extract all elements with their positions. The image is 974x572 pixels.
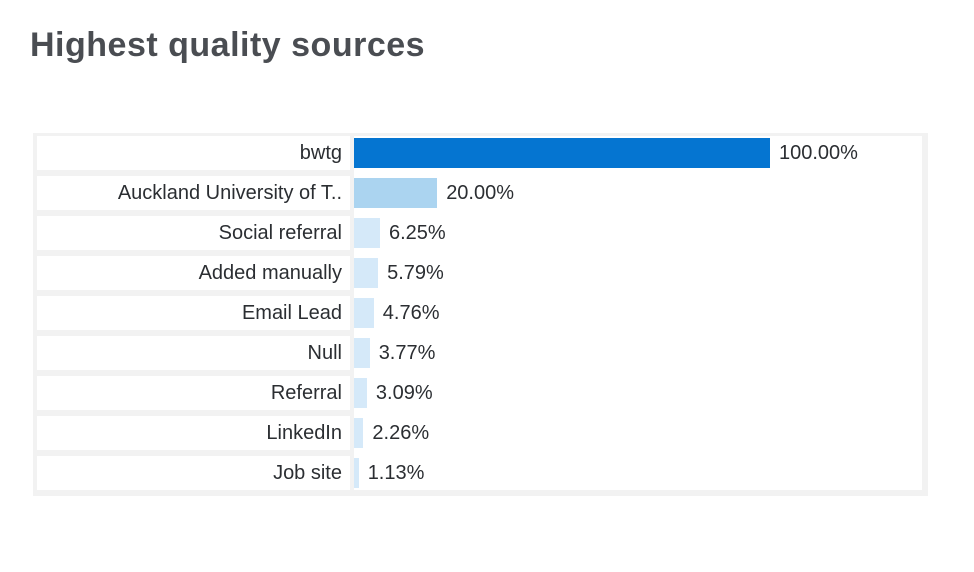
- bar[interactable]: [354, 178, 438, 208]
- table-row: LinkedIn 2.26%: [33, 416, 928, 456]
- category-label: Auckland University of T..: [37, 176, 350, 210]
- bar-value: 100.00%: [779, 142, 858, 164]
- table-row: Auckland University of T.. 20.00%: [33, 176, 928, 216]
- category-label: Email Lead: [37, 296, 350, 330]
- category-label: Social referral: [37, 216, 350, 250]
- bar-value: 20.00%: [446, 182, 515, 204]
- table-row: Referral 3.09%: [33, 376, 928, 416]
- category-label: LinkedIn: [37, 416, 350, 450]
- category-label: bwtg: [37, 136, 350, 170]
- bar-value: 3.77%: [378, 342, 436, 364]
- table-row: Email Lead 4.76%: [33, 296, 928, 336]
- table-row: Null 3.77%: [33, 336, 928, 376]
- table-row: bwtg 100.00%: [33, 136, 928, 176]
- bar[interactable]: [354, 138, 770, 168]
- chart-panel: bwtg 100.00% Auckland University of T.. …: [33, 133, 928, 496]
- bar-value: 3.09%: [375, 382, 433, 404]
- category-label: Referral: [37, 376, 350, 410]
- category-label: Job site: [37, 456, 350, 490]
- bar[interactable]: [354, 338, 370, 368]
- table-row: Social referral 6.25%: [33, 216, 928, 256]
- bar-value: 1.13%: [367, 462, 425, 484]
- bar[interactable]: [354, 458, 359, 488]
- bar[interactable]: [354, 418, 364, 448]
- category-label: Null: [37, 336, 350, 370]
- bar[interactable]: [354, 218, 380, 248]
- table-row: Job site 1.13%: [33, 456, 928, 496]
- table-row: Added manually 5.79%: [33, 256, 928, 296]
- bar[interactable]: [354, 298, 374, 328]
- bar-value: 6.25%: [389, 222, 446, 244]
- bar-value: 4.76%: [382, 302, 440, 324]
- plot-area: [354, 136, 922, 490]
- bar[interactable]: [354, 378, 367, 408]
- bar[interactable]: [354, 258, 379, 288]
- category-label: Added manually: [37, 256, 350, 290]
- bar-value: 2.26%: [372, 422, 430, 444]
- page-title: Highest quality sources: [30, 26, 426, 64]
- bar-value: 5.79%: [387, 262, 444, 284]
